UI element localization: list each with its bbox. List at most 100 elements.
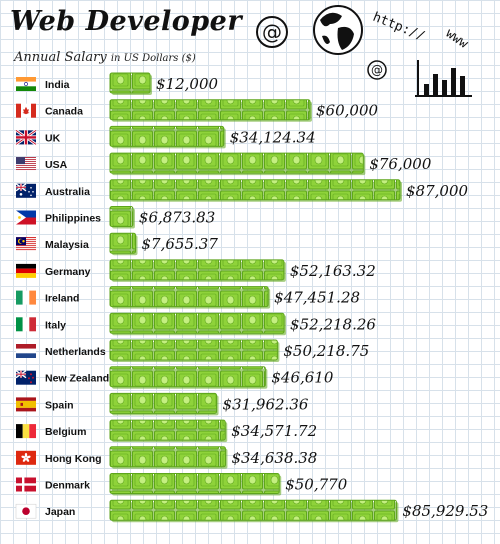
value-label: $34,638.38 xyxy=(231,449,317,467)
category-label: Belgium xyxy=(45,426,86,438)
bar xyxy=(109,152,364,174)
chart-row: Australia $87,000 xyxy=(15,179,468,202)
value-label: $52,218.26 xyxy=(290,315,376,333)
bar xyxy=(109,72,151,94)
usa-flag-icon xyxy=(16,157,36,172)
bar xyxy=(109,99,311,121)
malaysia-flag-icon xyxy=(16,237,36,252)
value-label: $50,770 xyxy=(285,476,347,494)
new-zealand-flag-icon xyxy=(15,370,36,385)
category-label: Spain xyxy=(45,399,74,411)
denmark-flag-icon xyxy=(16,477,36,492)
australia-flag-icon xyxy=(15,183,36,198)
value-label: $87,000 xyxy=(406,182,468,200)
category-label: New Zealand xyxy=(45,373,109,385)
netherlands-flag-icon xyxy=(16,344,36,358)
bar xyxy=(109,499,397,521)
bar xyxy=(109,259,285,281)
uk-flag-icon xyxy=(15,129,37,146)
chart-row: Germany $52,163.32 xyxy=(16,259,376,282)
chart-row: New Zealand $46,610 xyxy=(15,366,334,389)
chart-title: Web Developer xyxy=(10,6,243,37)
germany-flag-icon xyxy=(16,263,36,278)
chart-row: Philippines $6,873.83 xyxy=(16,206,215,229)
bar xyxy=(109,232,137,254)
canada-flag-icon xyxy=(16,103,36,118)
category-label: Germany xyxy=(45,266,91,278)
value-label: $34,571.72 xyxy=(231,422,317,440)
bar xyxy=(109,339,278,361)
chart-row: Hong Kong $34,638.38 xyxy=(16,446,317,469)
value-label: $52,163.32 xyxy=(290,262,376,280)
chart-row: Ireland $47,451.28 xyxy=(16,286,360,309)
at-sign-small-icon: @ xyxy=(367,60,387,80)
spain-flag-icon xyxy=(16,397,36,412)
chart-row: Japan $85,929.53 xyxy=(15,499,488,523)
svg-text:@: @ xyxy=(371,63,383,77)
category-label: Netherlands xyxy=(45,346,106,358)
bar xyxy=(109,312,285,334)
chart-row: Denmark $50,770 xyxy=(16,473,348,496)
category-label: Denmark xyxy=(45,480,90,492)
subtitle-unit: in US Dollars ($) xyxy=(110,53,196,64)
category-label: UK xyxy=(45,132,61,144)
value-label: $76,000 xyxy=(369,155,431,173)
subtitle-main: Annual Salary xyxy=(14,50,107,65)
value-label: $6,873.83 xyxy=(139,209,215,227)
bar xyxy=(109,366,266,388)
chart-subtitle: Annual Salary in US Dollars ($) xyxy=(14,50,196,65)
chart-row: Belgium $34,571.72 xyxy=(16,419,317,443)
category-label: Japan xyxy=(45,506,75,518)
www-text: www xyxy=(443,26,471,52)
value-label: $85,929.53 xyxy=(402,502,488,520)
chart-row: USA $76,000 xyxy=(16,152,432,176)
globe-icon xyxy=(313,5,363,55)
category-label: Malaysia xyxy=(45,239,89,251)
bar xyxy=(109,286,269,308)
category-label: Canada xyxy=(45,106,83,118)
category-label: India xyxy=(45,79,70,91)
ireland-flag-icon xyxy=(16,290,36,305)
philippines-flag-icon xyxy=(16,210,36,225)
italy-flag-icon xyxy=(16,317,36,332)
chart-row: Canada $60,000 xyxy=(16,99,378,122)
category-label: Italy xyxy=(45,319,66,331)
salary-bar-chart: India $12,000 Canada $60,000 UK $34,124.34 USA… xyxy=(15,72,488,523)
india-flag-icon xyxy=(16,77,36,91)
chart-row: India $12,000 xyxy=(16,72,218,95)
value-label: $47,451.28 xyxy=(274,289,360,307)
http-text: http:// xyxy=(371,10,427,44)
chart-row: Spain $31,962.36 xyxy=(16,392,309,416)
value-label: $34,124.34 xyxy=(230,128,316,146)
japan-flag-icon xyxy=(15,503,37,519)
at-sign-icon: @ xyxy=(256,16,288,48)
bar xyxy=(109,179,401,201)
bar xyxy=(109,206,134,227)
chart-row: Netherlands $50,218.75 xyxy=(16,339,369,362)
www-text-icon: www xyxy=(443,26,471,52)
doodle-group: @ http:// www @ xyxy=(256,5,472,97)
category-label: USA xyxy=(45,159,68,171)
svg-text:@: @ xyxy=(262,20,282,44)
chart-row: UK $34,124.34 xyxy=(15,125,316,149)
bar-chart-doodle-icon xyxy=(415,60,472,97)
hong-kong-flag-icon xyxy=(16,450,36,465)
value-label: $7,655.37 xyxy=(142,235,219,253)
category-label: Hong Kong xyxy=(45,453,102,465)
bar xyxy=(109,419,226,441)
bar xyxy=(109,473,280,494)
category-label: Philippines xyxy=(45,213,101,225)
belgium-flag-icon xyxy=(16,424,36,439)
http-text-icon: http:// xyxy=(371,10,427,44)
chart-row: Italy $52,218.26 xyxy=(16,312,376,336)
bar xyxy=(109,125,225,147)
category-label: Ireland xyxy=(45,293,79,305)
bar xyxy=(109,446,226,468)
value-label: $31,962.36 xyxy=(223,395,309,413)
value-label: $46,610 xyxy=(271,369,333,387)
chart-row: Malaysia $7,655.37 xyxy=(16,232,219,256)
value-label: $50,218.75 xyxy=(283,342,369,360)
category-label: Australia xyxy=(45,186,90,198)
value-label: $12,000 xyxy=(156,75,218,93)
value-label: $60,000 xyxy=(316,102,378,120)
